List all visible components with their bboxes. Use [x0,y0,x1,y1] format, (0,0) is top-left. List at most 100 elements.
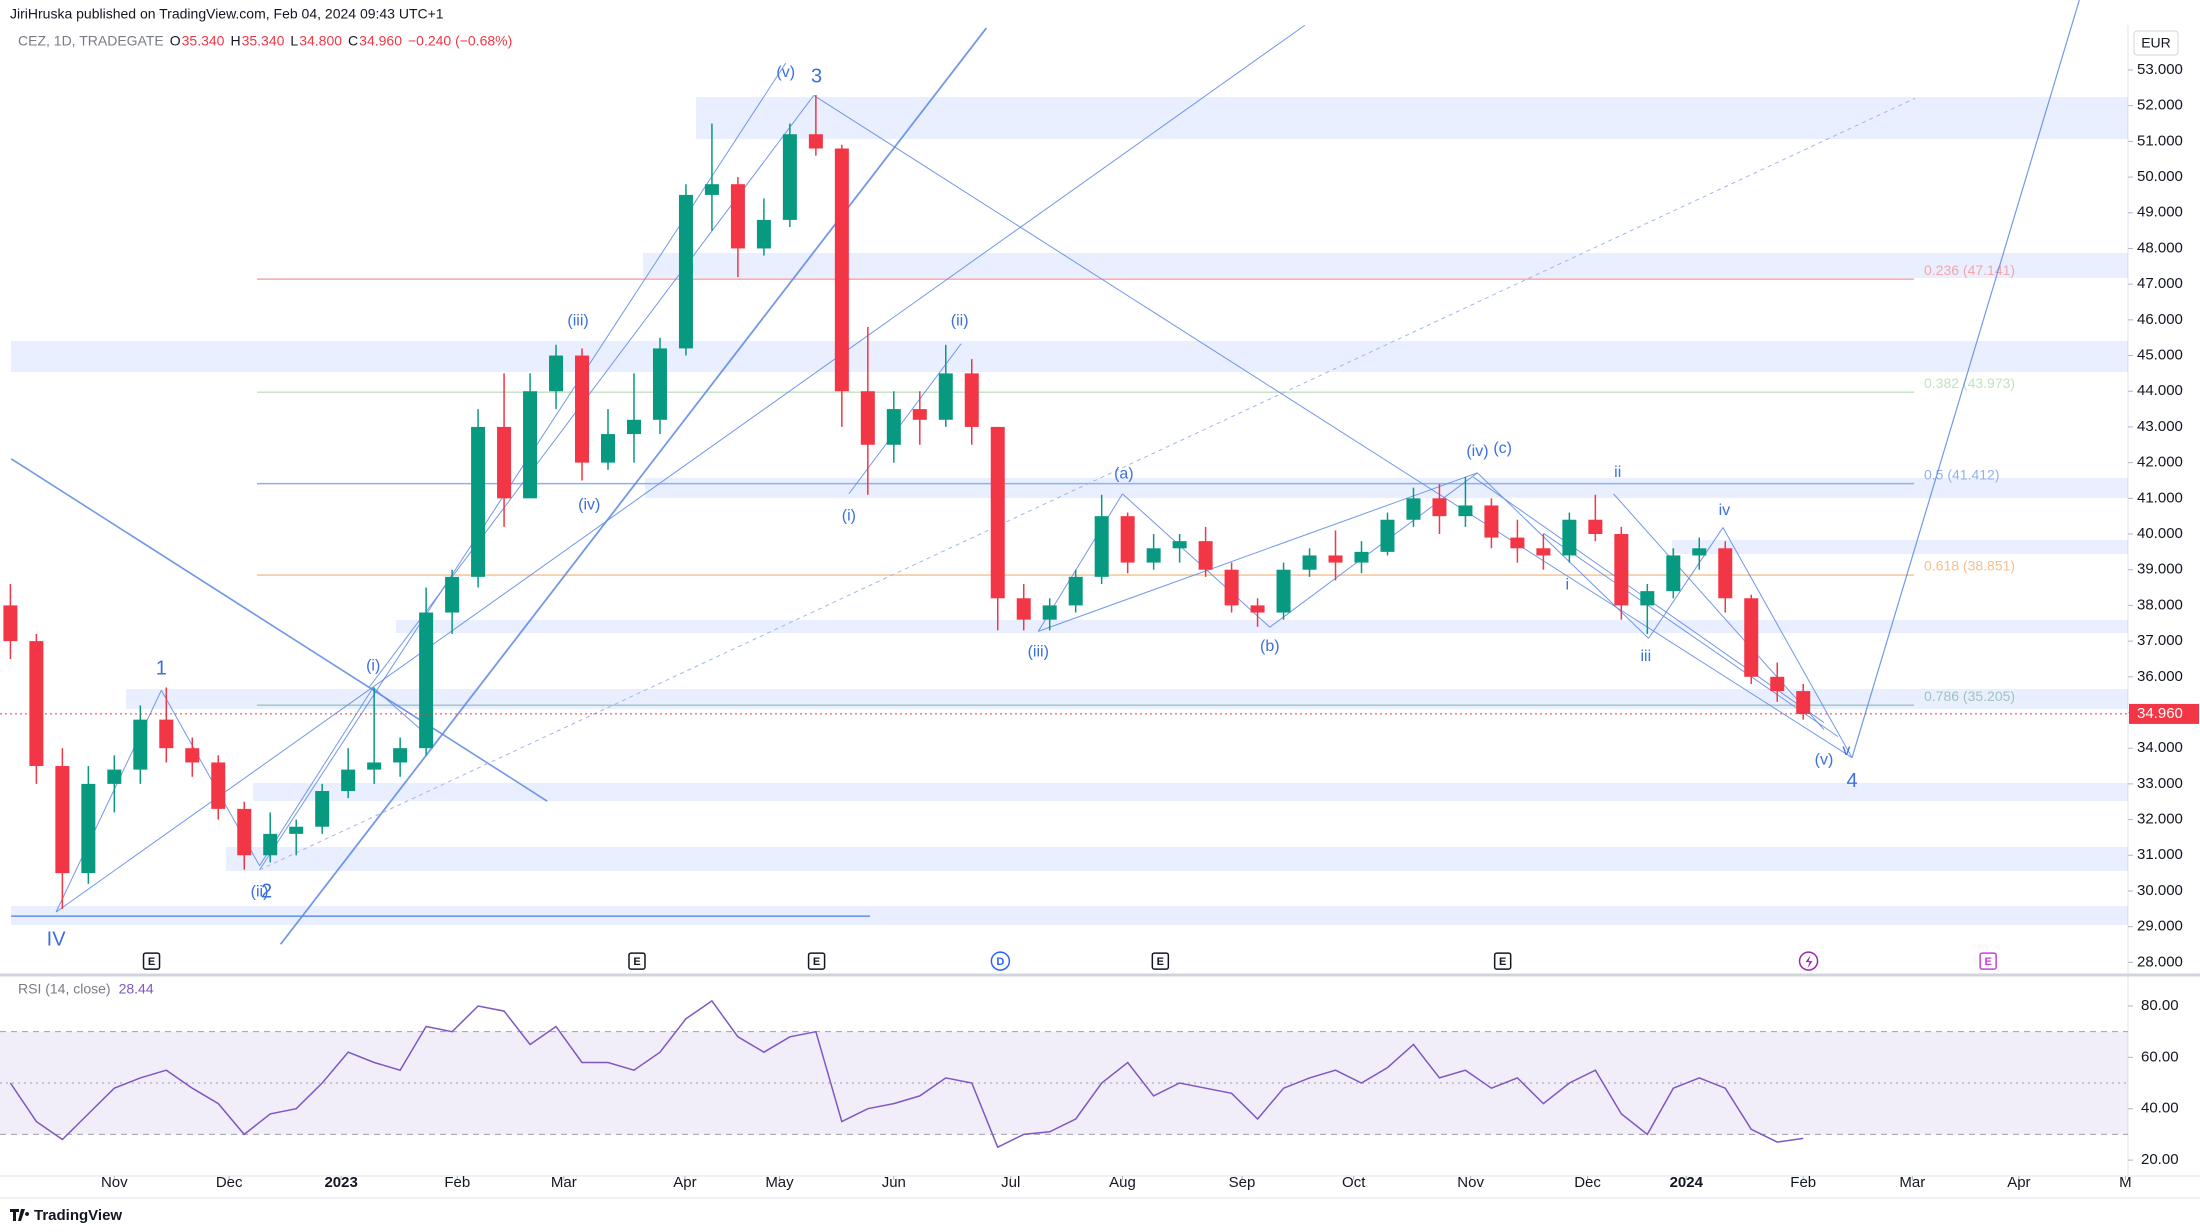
currency[interactable]: EUR [2141,35,2171,51]
logo-icon [10,1209,30,1221]
candle-body [211,762,226,809]
ohlc-key: C [348,33,358,49]
trend-line [55,24,1306,913]
wave-label: (iii) [1028,644,1049,661]
wave-label: (ii) [951,313,969,330]
x-tick-label: Dec [1574,1174,1601,1191]
ohlc-key: H [230,33,240,49]
y-tick-label: 32.000 [2137,811,2183,828]
candle-body [1692,548,1707,556]
wave-label: (c) [1493,440,1512,457]
fib-label: 0.786 (35.205) [1924,688,2015,704]
trend-line [1038,472,1478,632]
y-tick-label: 37.000 [2137,632,2183,649]
y-tick-label: 36.000 [2137,668,2183,685]
ohlc-key: L [290,33,298,49]
fib-label: 0.236 (47.141) [1924,262,2015,278]
currency-box[interactable] [2133,30,2179,56]
candle-body [1432,498,1447,517]
trend-line [1613,493,1825,730]
candle-body [107,769,122,784]
y-tick-label: 42.000 [2137,454,2183,471]
y-tick-label: 52.000 [2137,97,2183,114]
y-tick-label: 20.00 [2141,1151,2179,1168]
event-label: E [813,956,820,968]
candle-body [1718,548,1733,599]
x-tick-label: Apr [2007,1174,2030,1191]
x-tick-label: Nov [1457,1174,1484,1191]
candle-body [1276,569,1291,613]
y-tick-label: 43.000 [2137,418,2183,435]
candle-body [1744,598,1759,677]
wave-label: IV [47,928,67,950]
y-tick-label: 31.000 [2137,846,2183,863]
candle-body [860,391,875,445]
candle-body [834,148,849,392]
zone [126,689,2128,709]
candle-body [1484,505,1499,538]
trend-line [279,27,988,945]
x-tick-label: Sep [1229,1174,1256,1191]
event-marker [628,952,646,970]
wave-label: v [1842,742,1850,759]
candle-body [1016,598,1031,620]
candle-body [315,791,330,827]
trend-line [813,94,1853,759]
candle-body [159,719,174,749]
y-tick-label: 40.000 [2137,525,2183,542]
candle-body [471,426,486,577]
trend-line [372,687,422,730]
candle-body [1458,505,1473,517]
candle-body [1302,555,1317,570]
candle-body [1770,676,1785,692]
candle-body [549,355,564,392]
y-tick-label: 51.000 [2137,132,2183,149]
trend-line [1722,527,1853,758]
zone [643,253,2128,278]
candle-body [55,766,70,874]
candle-body [1328,555,1343,563]
candle-body [237,808,252,856]
wave-label: 4 [1846,770,1857,792]
event-marker[interactable] [990,951,1011,971]
candle-body [263,833,278,856]
candle-body [1068,576,1083,606]
event-marker [807,952,826,970]
candle-body [419,612,434,749]
wave-label: 2 [261,881,272,903]
publisher: JiriHruska published on TradingView.com,… [10,6,444,22]
x-tick-label: 2023 [324,1174,357,1191]
y-tick-label: 28.000 [2137,953,2183,970]
event-label: E [148,956,155,968]
y-tick-label: 48.000 [2137,239,2183,256]
candle-body [1042,605,1057,620]
trend-line [10,458,548,802]
candle-body [1614,534,1629,606]
footer-brand: TradingView [34,1207,122,1224]
symbol: CEZ, 1D, TRADEGATE [18,33,164,49]
rsi-value: 28.44 [119,981,154,997]
y-tick-label: 80.00 [2141,997,2179,1014]
wave-label: iii [1640,648,1651,665]
wave-label: i [1565,576,1569,593]
x-tick-label: Jun [882,1174,906,1191]
y-tick-label: 39.000 [2137,561,2183,578]
y-tick-label: 45.000 [2137,347,2183,364]
candle-body [1146,548,1161,563]
candle-body [756,219,771,249]
candle-body [1120,516,1135,563]
y-tick-label: 49.000 [2137,204,2183,221]
wave-label: iv [1719,502,1731,519]
candle-body [133,719,148,770]
x-tick-label: Feb [1790,1174,1816,1191]
fib-label: 0.382 (43.973) [1924,375,2015,391]
y-tick-label: 46.000 [2137,311,2183,328]
candle-body [1250,605,1265,613]
candle-body [652,348,667,420]
candle-body [497,426,512,499]
ohlc-value: 35.340 [182,33,225,49]
candle-body [289,826,304,834]
